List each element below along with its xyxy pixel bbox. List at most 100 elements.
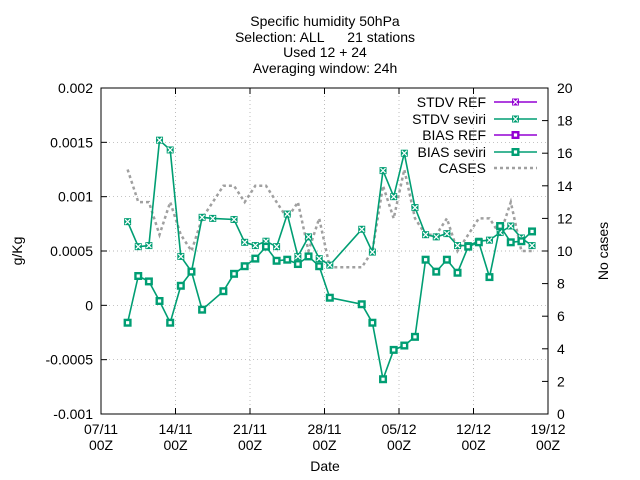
y2-tick-label: 4	[557, 341, 565, 357]
data-point-cross	[401, 150, 408, 157]
data-point-cross	[529, 242, 535, 249]
data-point-center	[189, 270, 194, 274]
x-tick-label-time: 00Z	[89, 437, 114, 453]
data-point-center	[306, 254, 311, 259]
data-point-cross	[294, 253, 301, 260]
y2-tick-label: 12	[557, 210, 573, 226]
y2-tick-label: 16	[557, 145, 573, 161]
x-tick-label: 28/11	[308, 421, 342, 437]
x-tick-label-time: 00Z	[387, 437, 412, 453]
data-point-cross	[390, 193, 397, 200]
data-point-center	[498, 224, 502, 228]
data-point-center	[509, 240, 513, 244]
x-tick-label: 14/11	[159, 421, 193, 437]
data-point-center	[424, 258, 428, 262]
data-point-cross	[358, 226, 365, 233]
x-tick-label: 19/12	[530, 421, 565, 437]
x-tick-label-time: 00Z	[536, 437, 561, 453]
x-axis-label: Date	[310, 458, 340, 474]
data-point-cross	[252, 242, 259, 249]
data-point-center	[445, 258, 449, 262]
y-tick-label: -0.001	[53, 406, 93, 422]
y2-tick-label: 20	[557, 80, 573, 96]
x-tick-label-time: 00Z	[312, 437, 337, 453]
data-point-center	[466, 245, 470, 249]
data-point-center	[360, 302, 364, 306]
data-point-center	[232, 272, 236, 276]
y2-axis-label: No cases	[595, 222, 611, 280]
title-line-2: Selection: ALL 21 stations	[235, 29, 415, 45]
legend-marker-center	[513, 133, 518, 137]
data-point-center	[455, 271, 460, 275]
legend-label: STDV REF	[417, 94, 486, 110]
data-point-cross	[273, 243, 280, 250]
data-point-cross	[177, 253, 184, 260]
y-tick-label: 0	[85, 297, 93, 313]
y-tick-label: 0.002	[58, 80, 93, 96]
y2-tick-label: 8	[557, 276, 565, 292]
y2-tick-label: 18	[557, 113, 573, 129]
data-point-cross	[369, 249, 376, 256]
data-point-cross	[507, 223, 514, 229]
x-tick-label-time: 00Z	[461, 437, 486, 453]
y2-tick-label: 10	[557, 243, 573, 259]
data-point-cross	[433, 233, 440, 240]
data-point-cross	[422, 231, 429, 238]
data-point-center	[392, 348, 396, 352]
data-point-center	[136, 274, 140, 278]
data-point-center	[179, 284, 183, 288]
data-point-center	[285, 258, 289, 262]
data-point-cross	[241, 239, 248, 246]
data-point-cross	[167, 147, 174, 153]
data-point-cross	[326, 262, 333, 269]
data-point-center	[434, 270, 438, 274]
data-point-cross	[454, 242, 461, 249]
title-line-4: Averaging window: 24h	[253, 60, 398, 76]
data-point-cross	[209, 215, 216, 222]
legend-label: STDV seviri	[412, 111, 486, 127]
y2-tick-label: 0	[557, 406, 565, 422]
data-point-center	[200, 308, 204, 312]
data-point-center	[168, 321, 172, 325]
data-point-center	[370, 321, 374, 325]
data-point-center	[253, 257, 257, 261]
data-point-cross	[305, 233, 312, 240]
data-point-center	[530, 229, 534, 234]
legend-marker-cross	[512, 116, 519, 122]
y-tick-label: 0.0005	[50, 243, 93, 259]
series-cases	[126, 169, 532, 269]
legend-label: BIAS seviri	[418, 144, 486, 160]
data-point-center	[126, 321, 130, 325]
data-point-center	[243, 264, 247, 268]
x-tick-label: 12/12	[456, 421, 491, 437]
x-tick-label: 05/12	[381, 421, 416, 437]
series-layer	[123, 136, 537, 384]
y2-tick-label: 6	[557, 308, 565, 324]
title-block: Specific humidity 50hPa Selection: ALL 2…	[235, 13, 415, 76]
y-axis-label: g/Kg	[9, 237, 25, 266]
legend-label: CASES	[439, 160, 486, 176]
series-bias-seviri	[123, 222, 537, 384]
y-tick-label: -0.0005	[46, 352, 94, 368]
cases-line	[126, 169, 532, 269]
data-point-center	[487, 275, 492, 279]
data-point-center	[317, 264, 321, 268]
data-point-center	[328, 296, 332, 300]
data-point-cross	[316, 255, 323, 262]
legend-label: BIAS REF	[422, 127, 486, 143]
data-point-cross	[145, 242, 152, 249]
data-point-center	[477, 240, 481, 244]
title-line-1: Specific humidity 50hPa	[250, 13, 400, 29]
data-point-cross	[486, 237, 493, 244]
legend-marker-cross	[512, 99, 519, 105]
y-tick-label: 0.0015	[50, 134, 93, 150]
x-tick-label-time: 00Z	[238, 437, 263, 453]
y2-tick-label: 14	[557, 178, 573, 194]
data-point-cross	[412, 204, 418, 211]
data-point-cross	[443, 230, 450, 237]
x-tick-label: 07/11	[84, 421, 118, 437]
data-point-center	[381, 377, 385, 381]
data-point-center	[519, 239, 523, 243]
